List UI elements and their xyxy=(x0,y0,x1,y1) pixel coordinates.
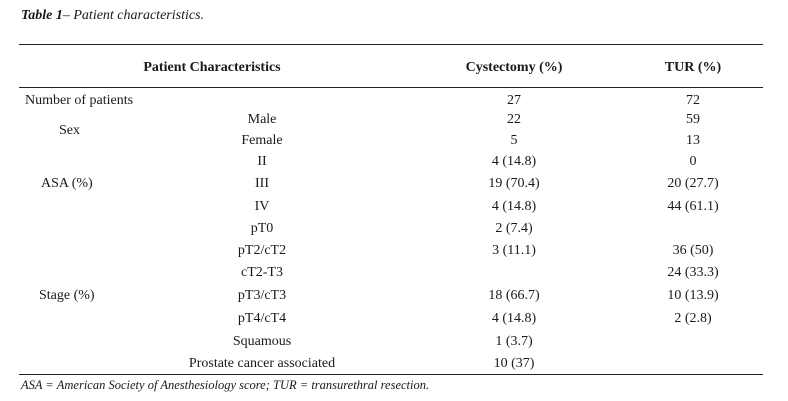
table-caption: Table 1– Patient characteristics. xyxy=(21,8,204,24)
row-asa-iii-label: III xyxy=(255,176,269,191)
row-pt3-tur: 10 (13.9) xyxy=(667,288,719,303)
row-pt4-label: pT4/cT4 xyxy=(237,311,287,326)
header-tur: TUR (%) xyxy=(664,60,722,75)
table-top-rule xyxy=(19,44,763,45)
group-stage: Stage (%) xyxy=(39,288,95,303)
row-prostate-label: Prostate cancer associated xyxy=(188,356,336,371)
row-pt2-label: pT2/cT2 xyxy=(237,243,287,258)
row-pt2-cystectomy: 3 (11.1) xyxy=(492,243,536,258)
table-bottom-rule xyxy=(19,374,763,375)
row-female-cystectomy: 5 xyxy=(510,133,518,148)
row-male-tur: 59 xyxy=(686,112,700,127)
row-prostate-cystectomy: 10 (37) xyxy=(493,356,535,371)
row-ct2-t3-label: cT2-T3 xyxy=(241,265,283,280)
row-asa-ii-tur: 0 xyxy=(689,154,697,169)
row-asa-ii-label: II xyxy=(257,154,267,169)
header-patient-characteristics: Patient Characteristics xyxy=(143,60,281,75)
table-header-rule xyxy=(19,87,763,88)
row-asa-iv-tur: 44 (61.1) xyxy=(667,199,719,214)
row-female-label: Female xyxy=(241,133,283,148)
row-asa-iv-cystectomy: 4 (14.8) xyxy=(491,199,537,214)
row-male-cystectomy: 22 xyxy=(507,112,521,127)
row-pt4-tur: 2 (2.8) xyxy=(674,311,712,326)
row-pt3-cystectomy: 18 (66.7) xyxy=(488,288,540,303)
row-asa-iii-cystectomy: 19 (70.4) xyxy=(488,176,540,191)
row-male-label: Male xyxy=(247,112,277,127)
row-squamous-label: Squamous xyxy=(232,334,292,349)
group-sex: Sex xyxy=(59,123,80,138)
table-caption-text: – Patient characteristics. xyxy=(62,8,205,23)
row-pt3-label: pT3/cT3 xyxy=(237,288,287,303)
row-pt4-cystectomy: 4 (14.8) xyxy=(491,311,537,326)
table-footnote: ASA = American Society of Anesthesiology… xyxy=(21,378,430,392)
row-squamous-cystectomy: 1 (3.7) xyxy=(495,334,533,349)
row-patients-tur: 72 xyxy=(686,93,700,108)
header-cystectomy: Cystectomy (%) xyxy=(465,60,563,75)
group-asa: ASA (%) xyxy=(41,176,93,191)
row-pt0-cystectomy: 2 (7.4) xyxy=(495,221,533,236)
row-asa-iv-label: IV xyxy=(254,199,270,214)
row-patients-cystectomy: 27 xyxy=(507,93,521,108)
row-pt0-label: pT0 xyxy=(250,221,274,236)
row-pt2-tur: 36 (50) xyxy=(672,243,714,258)
group-number-of-patients: Number of patients xyxy=(25,93,134,108)
table-caption-label: Table 1 xyxy=(21,8,63,23)
row-female-tur: 13 xyxy=(686,133,700,148)
row-asa-ii-cystectomy: 4 (14.8) xyxy=(491,154,537,169)
row-ct2-t3-tur: 24 (33.3) xyxy=(667,265,719,280)
row-asa-iii-tur: 20 (27.7) xyxy=(667,176,719,191)
